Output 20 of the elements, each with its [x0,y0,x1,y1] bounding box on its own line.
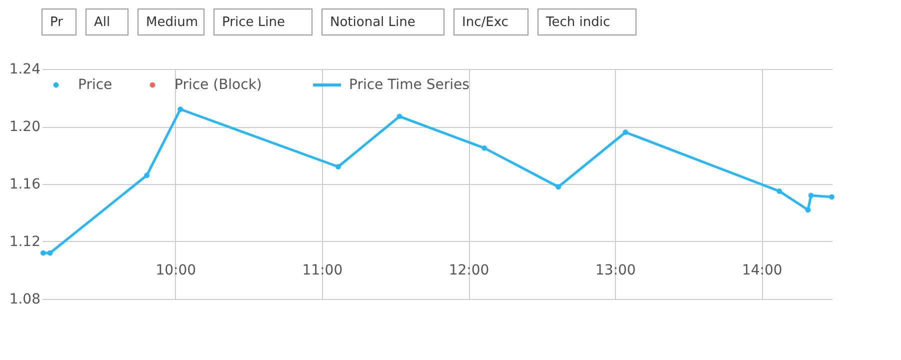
text: Price Line [222,15,285,30]
text: Inc/Exc [462,15,508,30]
text: Medium [146,15,198,30]
legend-label: Price (Block) [174,77,262,93]
x-tick-label: 14:00 [742,262,782,278]
text: Notional Line [330,15,416,30]
x-tick-label: 10:00 [156,262,196,278]
legend-label: Price [78,77,112,93]
y-tick-label: 1.12 [9,234,40,250]
x-tick-label: 12:00 [448,262,490,278]
legend-label: Price Time Series [349,77,470,93]
text: Pr [50,15,64,30]
x-tick-label: 13:00 [595,262,636,278]
y-tick-label: 1.08 [9,292,40,308]
text: Tech indic [545,15,610,30]
y-tick-label: 1.16 [9,176,41,192]
y-tick-label: 1.20 [9,119,40,135]
text: All [94,15,110,30]
y-tick-label: 1.24 [9,62,41,78]
x-tick-label: 11:00 [302,262,343,278]
